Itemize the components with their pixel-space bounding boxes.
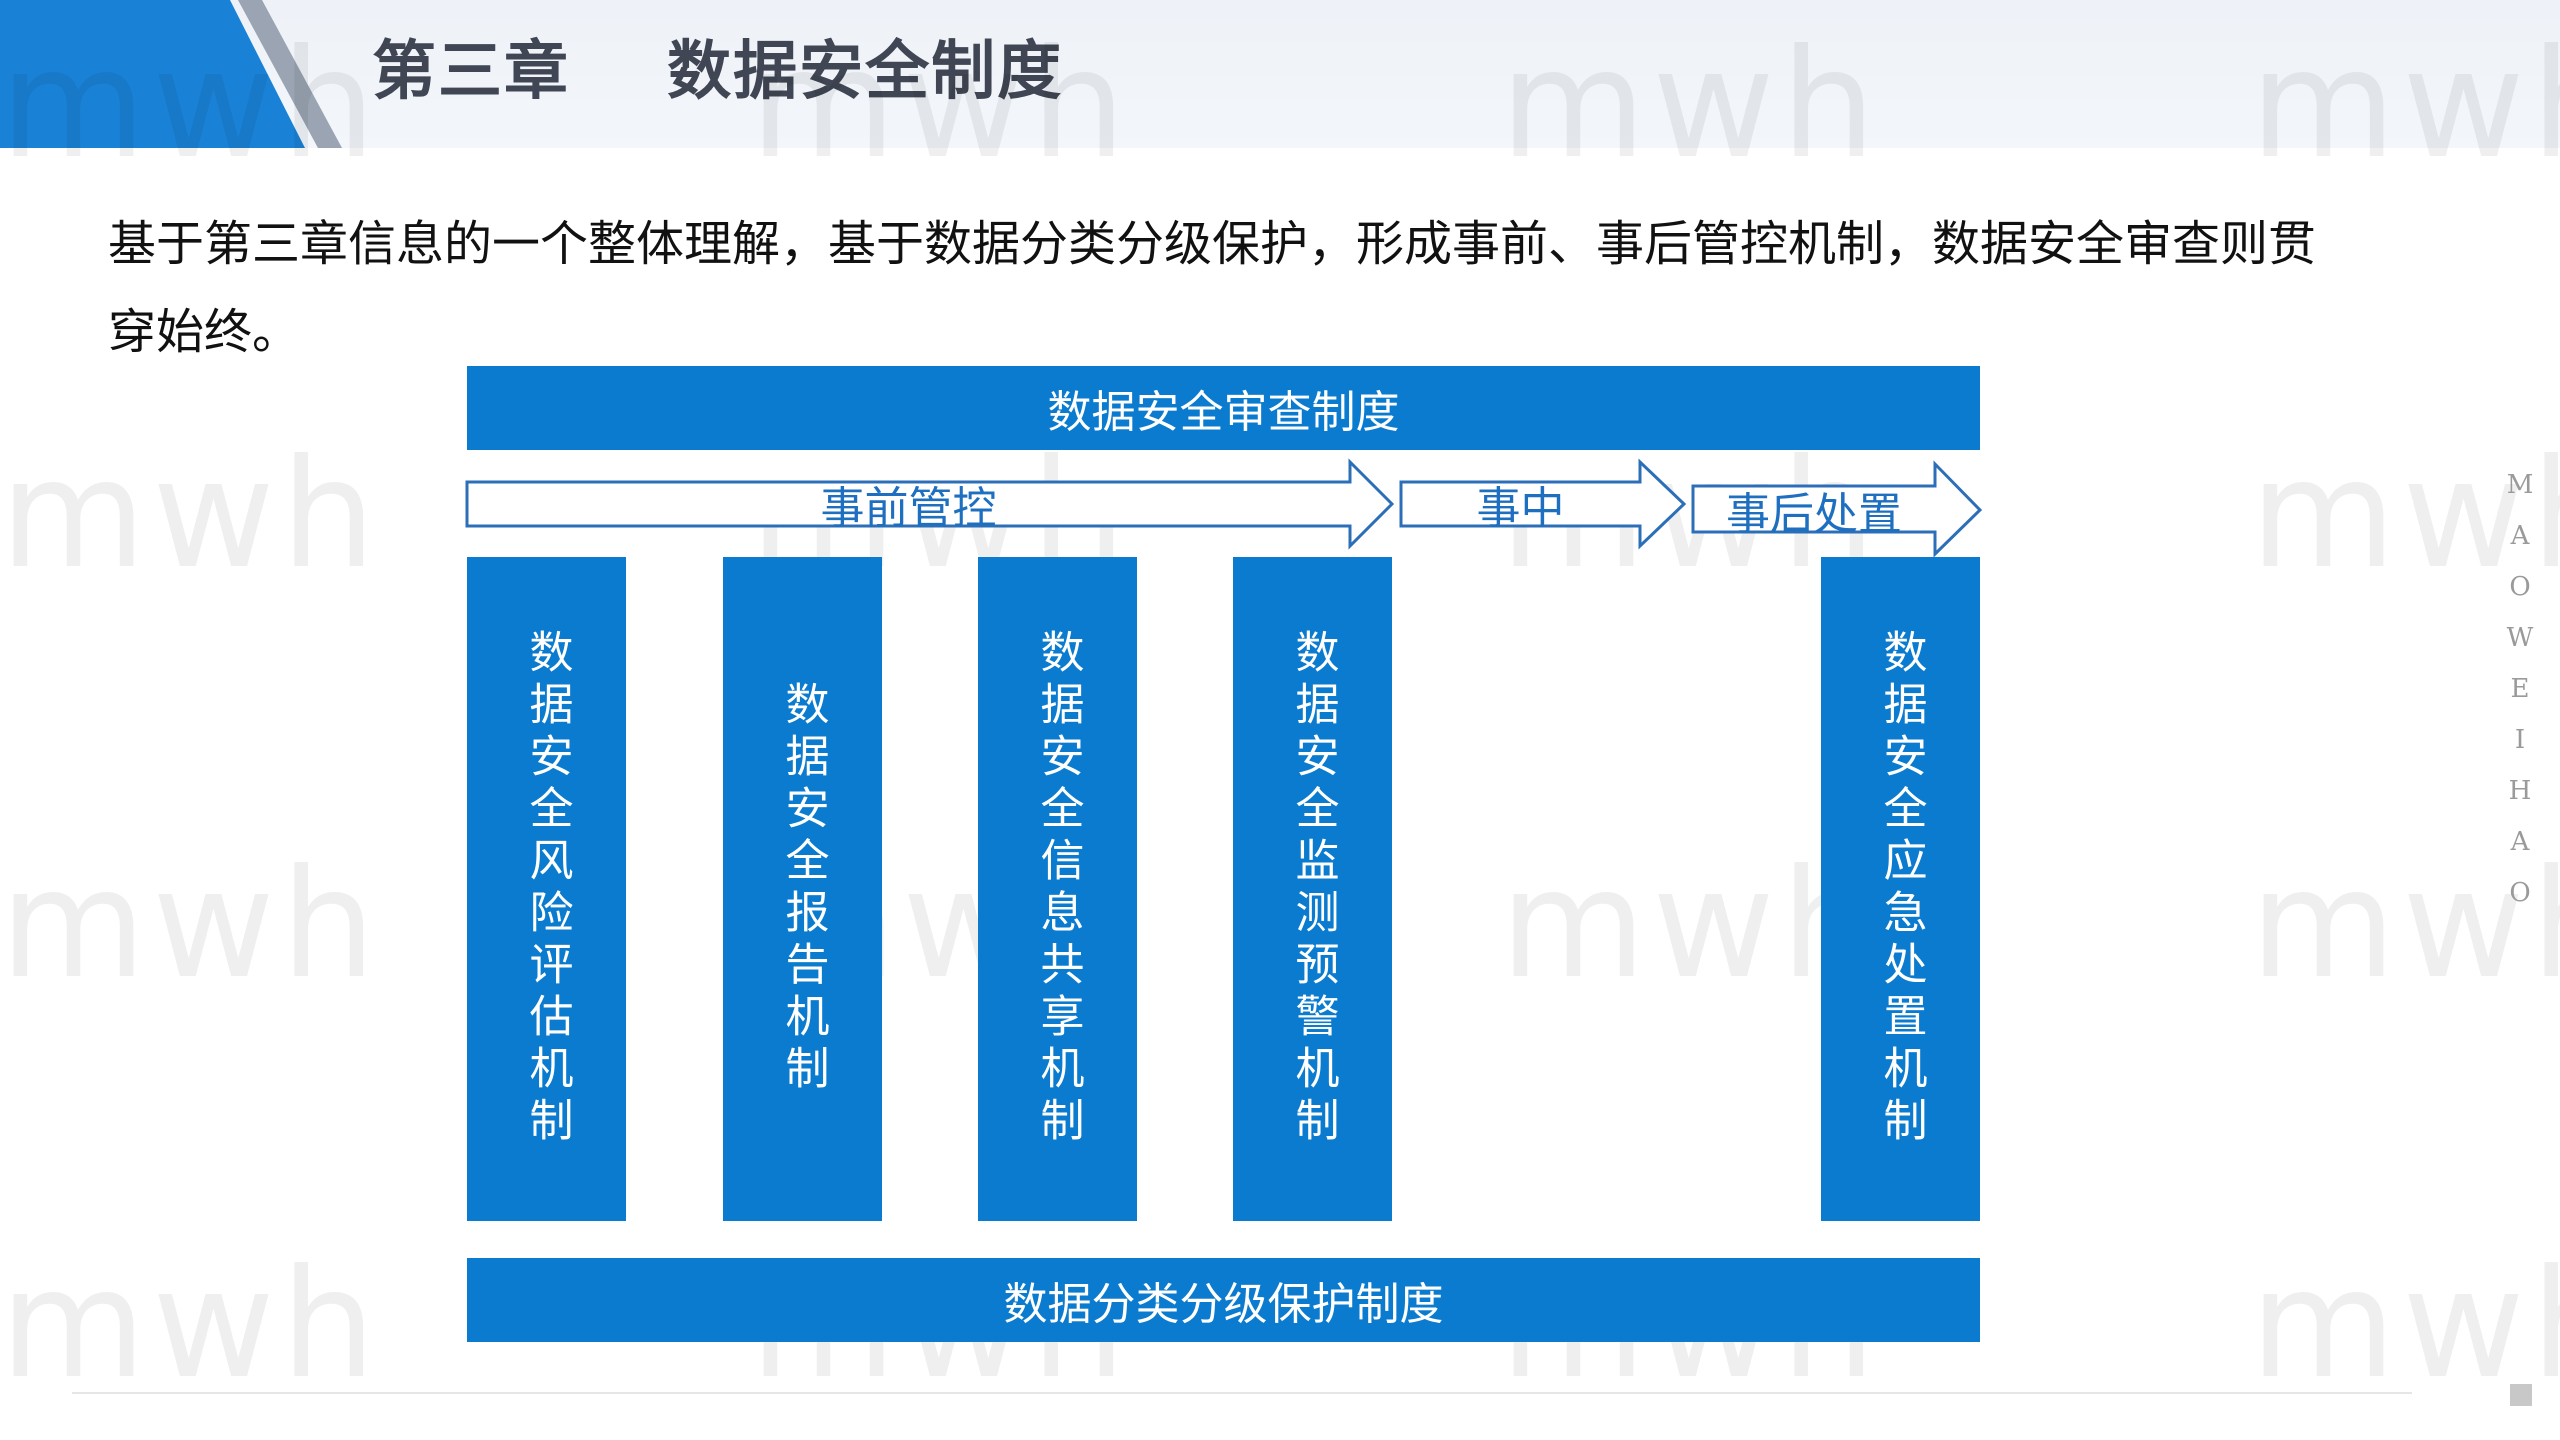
top-bar: 数据安全审查制度 [467,366,1980,450]
column-label: 数据安全风险评估机制 [521,629,573,1149]
side-letter: A [2510,827,2530,857]
arrow-label-before: 事前管控 [820,483,997,534]
side-letter: M [2506,470,2534,500]
watermark: mwh [2250,18,2560,192]
side-letter: O [2509,878,2531,908]
watermark: mwh [2250,428,2560,602]
header-accent [0,0,342,148]
column-risk-assessment: 数据安全风险评估机制 [467,557,626,1221]
side-letter: H [2508,776,2532,806]
side-letter: O [2509,572,2531,602]
watermark: mwh [1500,838,1882,1012]
side-letter: A [2510,521,2530,551]
column-label: 数据安全报告机制 [777,681,829,1097]
watermark: mwh [2250,1238,2560,1412]
column-label: 数据安全应急处置机制 [1875,629,1927,1149]
watermark: mwh [0,1238,382,1412]
arrow-label-after: 事后处置 [1726,489,1902,540]
column-emergency-response: 数据安全应急处置机制 [1821,557,1980,1221]
column-label: 数据安全信息共享机制 [1032,629,1084,1149]
side-letter: E [2510,674,2530,704]
side-letter: I [2514,725,2526,755]
watermark: mwh [2250,838,2560,1012]
column-monitoring-warning: 数据安全监测预警机制 [1233,557,1392,1221]
footer-divider [72,1392,2412,1394]
watermark: mwh [1500,18,1882,192]
arrow-label-during: 事中 [1476,483,1565,534]
side-letter: W [2506,623,2534,653]
column-info-sharing: 数据安全信息共享机制 [978,557,1137,1221]
intro-paragraph: 基于第三章信息的一个整体理解，基于数据分类分级保护，形成事前、事后管控机制，数据… [108,216,2317,360]
bottom-bar: 数据分类分级保护制度 [467,1258,1980,1342]
column-reporting: 数据安全报告机制 [723,557,882,1221]
side-watermark-letters: M A O W E I H A O [2502,470,2538,929]
corner-square [2510,1384,2532,1406]
watermark: mwh [0,428,382,602]
page-title: 第三章 数据安全制度 [372,35,1064,109]
watermark: mwh [0,838,382,1012]
header-band [0,0,2560,148]
watermark: mwh [0,18,382,192]
column-label: 数据安全监测预警机制 [1287,629,1339,1149]
watermark: mwh [750,18,1132,192]
